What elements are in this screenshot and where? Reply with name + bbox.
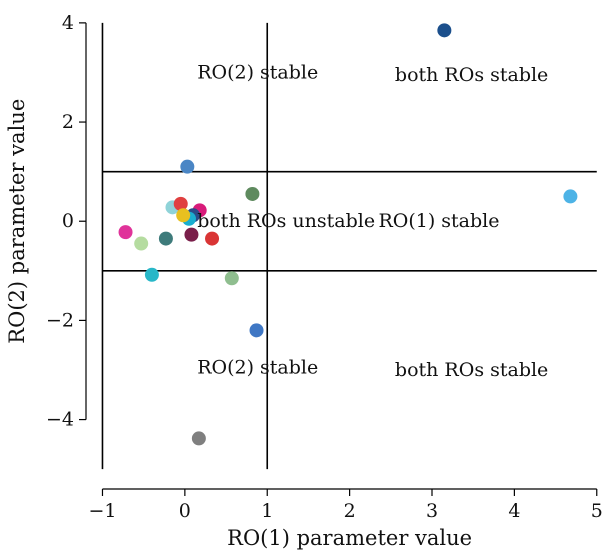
x-axis-label: RO(1) parameter value <box>227 526 472 550</box>
x-tick-label: 2 <box>344 500 356 522</box>
data-point <box>245 186 260 201</box>
data-points <box>118 23 578 446</box>
x-tick-label: 5 <box>591 500 603 522</box>
data-point <box>118 225 133 240</box>
data-point <box>437 23 452 38</box>
x-tick-label: −1 <box>88 500 116 522</box>
data-point <box>563 189 578 204</box>
y-axis-label: RO(2) parameter value <box>5 99 29 344</box>
threshold-lines <box>101 22 597 470</box>
y-tick-label: −4 <box>46 409 74 431</box>
y-tick-label: 2 <box>62 111 74 133</box>
region-label: both ROs stable <box>395 359 548 381</box>
data-point <box>144 267 159 282</box>
region-label: RO(1) stable <box>378 210 499 232</box>
region-label: RO(2) stable <box>197 61 318 83</box>
y-tick-label: 0 <box>62 210 74 232</box>
x-tick-label: 0 <box>179 500 191 522</box>
x-tick-label: 3 <box>426 500 438 522</box>
region-label: RO(2) stable <box>197 357 318 379</box>
x-axis-ticks: −1 0 1 2 3 4 5 <box>88 489 603 522</box>
region-label: both ROs stable <box>395 64 548 86</box>
data-point <box>249 323 264 338</box>
data-point <box>205 231 220 246</box>
x-tick-label: 1 <box>261 500 273 522</box>
data-point <box>173 196 188 211</box>
data-point <box>176 208 191 223</box>
y-tick-label: −2 <box>46 309 74 331</box>
data-point <box>224 271 239 286</box>
x-tick-label: 4 <box>508 500 520 522</box>
data-point <box>158 231 173 246</box>
data-point <box>180 159 195 174</box>
data-point <box>134 236 149 251</box>
data-point <box>191 431 206 446</box>
y-axis-ticks: −4 −2 0 2 4 <box>46 12 86 431</box>
region-labels: RO(2) stable both ROs stable both ROs unst… <box>197 61 548 381</box>
region-label: both ROs unstable <box>197 210 375 232</box>
data-point <box>184 227 199 242</box>
y-tick-label: 4 <box>62 12 74 34</box>
